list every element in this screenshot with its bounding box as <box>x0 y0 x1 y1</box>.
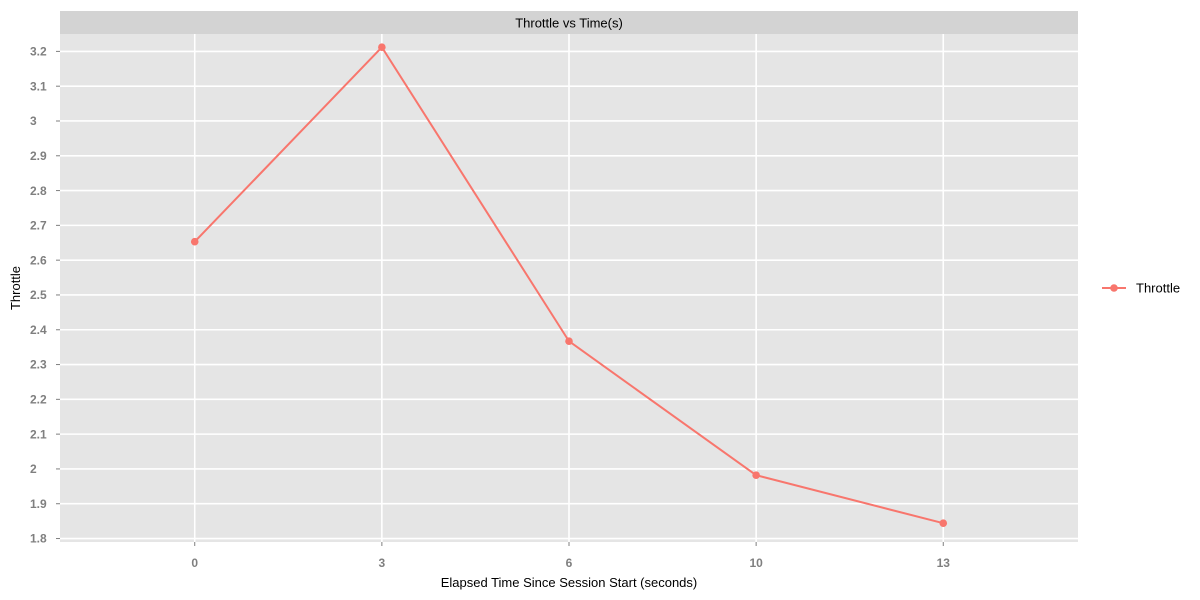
data-point <box>565 337 573 346</box>
y-tick-label: 2.8 <box>30 184 47 198</box>
y-tick-label: 2.2 <box>30 393 47 407</box>
x-tick-label: 10 <box>749 556 763 570</box>
x-tick-label: 6 <box>566 556 573 570</box>
legend-point-key <box>1110 284 1118 292</box>
y-axis-title: Throttle <box>8 266 23 310</box>
chart-title: Throttle vs Time(s) <box>515 16 623 31</box>
y-tick-label: 3.1 <box>30 79 47 93</box>
y-axis: 1.8 1.9 2 2.1 2.2 2.3 2.4 2.5 2.6 2.7 2.8 2.9 3 3.1 3.… <box>30 45 60 546</box>
data-point <box>939 519 948 528</box>
y-tick-label: 1.8 <box>30 532 47 546</box>
y-tick-label: 1.9 <box>30 497 47 511</box>
title-strip <box>60 11 1078 34</box>
y-tick-label: 2.4 <box>30 323 47 337</box>
legend-label: Throttle <box>1136 281 1180 296</box>
x-tick-label: 0 <box>191 556 198 570</box>
x-tick-label: 13 <box>937 556 951 570</box>
series-layer <box>190 43 948 528</box>
data-point <box>378 43 386 52</box>
y-tick-label: 2.5 <box>30 288 47 302</box>
y-tick-label: 2.3 <box>30 358 47 372</box>
y-tick-label: 2 <box>30 462 37 476</box>
gridlines <box>60 34 1078 542</box>
x-axis-title: Elapsed Time Since Session Start (second… <box>441 575 698 590</box>
y-tick-label: 2.9 <box>30 149 47 163</box>
y-tick-label: 2.6 <box>30 253 47 267</box>
y-tick-label: 3.2 <box>30 45 47 59</box>
y-tick-label: 2.1 <box>30 427 47 441</box>
y-tick-label: 3 <box>30 114 37 128</box>
data-point <box>190 237 199 246</box>
x-tick-label: 3 <box>379 556 386 570</box>
y-tick-label: 2.7 <box>30 219 47 233</box>
legend: Throttle <box>1102 281 1180 296</box>
data-point <box>752 471 760 479</box>
x-axis: 0 3 6 10 13 <box>191 542 950 570</box>
